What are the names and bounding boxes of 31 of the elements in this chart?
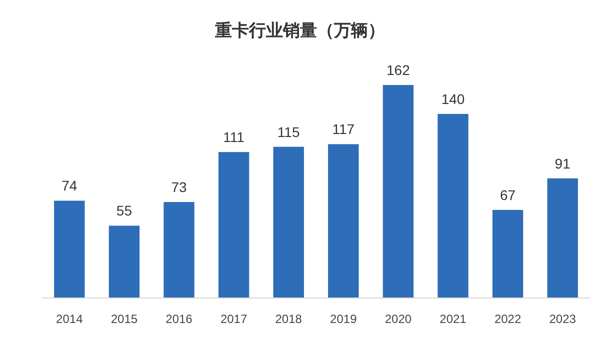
- bar: [382, 85, 414, 298]
- data-label: 162: [386, 62, 410, 78]
- x-tick-label: 2017: [220, 312, 248, 326]
- chart-title: 重卡行业销量（万辆）: [214, 21, 385, 40]
- x-tick-label: 2021: [440, 312, 467, 326]
- bar: [328, 144, 359, 298]
- bar: [547, 178, 578, 298]
- bar: [492, 210, 524, 298]
- data-label: 140: [441, 90, 465, 107]
- data-label: 67: [500, 186, 516, 203]
- x-tick-label: 2023: [549, 312, 576, 326]
- data-label: 117: [332, 121, 355, 138]
- bar: [438, 114, 468, 298]
- x-tick-label: 2015: [110, 312, 138, 326]
- x-tick-label: 2020: [384, 312, 412, 326]
- bar: [164, 202, 194, 298]
- bar: [273, 146, 304, 298]
- x-tick-label: 2016: [166, 312, 193, 326]
- x-tick-label: 2018: [275, 312, 302, 326]
- bar: [54, 200, 85, 298]
- x-tick-label: 2022: [494, 312, 522, 326]
- data-label: 91: [554, 155, 571, 172]
- data-label: 73: [171, 179, 187, 196]
- data-label: 111: [223, 129, 245, 146]
- x-tick-label: 2014: [56, 312, 84, 326]
- data-label: 74: [62, 178, 78, 194]
- bar: [108, 226, 140, 298]
- data-label: 115: [277, 124, 300, 140]
- data-label: 55: [116, 202, 132, 219]
- x-tick-label: 2019: [330, 312, 358, 326]
- bar: [218, 152, 250, 298]
